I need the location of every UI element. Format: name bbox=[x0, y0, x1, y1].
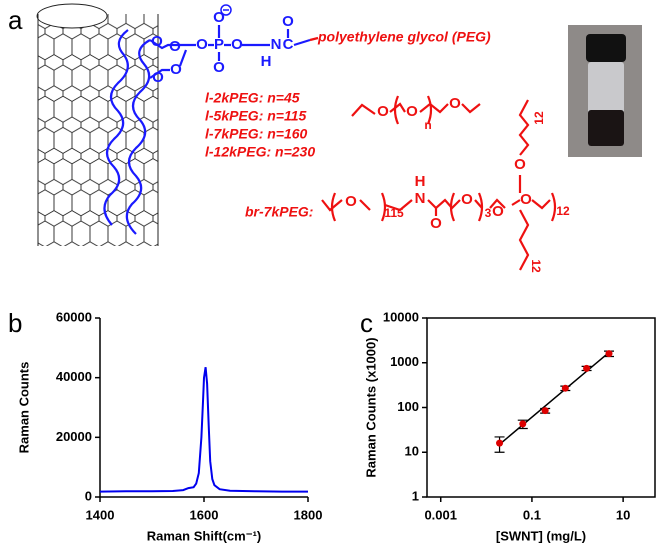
atom-label: O bbox=[514, 156, 526, 173]
vial-photo bbox=[568, 25, 642, 157]
atom-label: O bbox=[449, 95, 461, 112]
point bbox=[562, 385, 569, 392]
atom-label: O bbox=[213, 9, 225, 26]
atom-label: O bbox=[169, 38, 181, 55]
y-tick-label: 60000 bbox=[56, 309, 92, 324]
x-axis-label: [SWNT] (mg/L) bbox=[496, 528, 586, 543]
x-axis-label: Raman Shift(cm⁻¹) bbox=[147, 528, 261, 543]
axis-frame bbox=[427, 318, 655, 497]
atom-label: O bbox=[151, 33, 163, 50]
panel-label: a bbox=[8, 5, 23, 35]
x-tick-label: 10 bbox=[616, 507, 630, 522]
atom-label: P bbox=[214, 36, 224, 53]
x-tick-label: 1400 bbox=[86, 507, 115, 522]
atom-label: O bbox=[231, 36, 243, 53]
peg-bonds bbox=[322, 96, 555, 270]
fit-line bbox=[500, 352, 609, 444]
atom-label: O bbox=[152, 69, 164, 86]
atom-label: O bbox=[406, 103, 418, 120]
atom-label: O bbox=[345, 193, 357, 210]
atom-label: O bbox=[282, 13, 294, 30]
nanotube bbox=[37, 4, 158, 246]
point bbox=[496, 440, 503, 447]
variant-label: l-5kPEG: n=115 bbox=[205, 108, 307, 124]
atom-label: O bbox=[430, 215, 442, 232]
panel-label: c bbox=[360, 308, 373, 338]
x-tick-label: 0.1 bbox=[523, 507, 541, 522]
atom-label: n bbox=[424, 118, 431, 132]
y-tick-label: 10 bbox=[405, 444, 419, 459]
branched-label: br-7kPEG: bbox=[245, 204, 313, 220]
atom-label: C bbox=[283, 36, 294, 53]
x-tick-label: 0.001 bbox=[424, 507, 457, 522]
variant-label: l-2kPEG: n=45 bbox=[205, 90, 300, 106]
point bbox=[605, 350, 612, 357]
atom-label: O bbox=[213, 59, 225, 76]
y-tick-label: 10000 bbox=[383, 309, 419, 324]
atom-label: 12 bbox=[532, 111, 546, 125]
axis-frame bbox=[100, 318, 308, 497]
atom-label: 3 bbox=[485, 206, 492, 220]
y-tick-label: 100 bbox=[397, 399, 419, 414]
x-tick-label: 1800 bbox=[294, 507, 323, 522]
atom-label: 12 bbox=[529, 259, 543, 273]
point bbox=[583, 365, 590, 372]
atom-label: N bbox=[415, 190, 426, 207]
y-tick-label: 1000 bbox=[390, 354, 419, 369]
panel-label: b bbox=[8, 308, 22, 338]
y-axis-label: Raman Counts bbox=[16, 362, 31, 454]
y-axis-label: Raman Counts (x1000) bbox=[363, 337, 378, 477]
atom-label: O bbox=[520, 191, 532, 208]
atom-label: 12 bbox=[556, 204, 570, 218]
atom-label: O bbox=[170, 61, 182, 78]
atom-label: O bbox=[461, 191, 473, 208]
atom-label: H bbox=[415, 173, 426, 190]
peg-label: polyethylene glycol (PEG) bbox=[317, 29, 491, 45]
atom-label: 115 bbox=[384, 206, 404, 220]
y-tick-label: 1 bbox=[412, 488, 419, 503]
variant-label: l-7kPEG: n=160 bbox=[205, 126, 308, 142]
y-tick-label: 40000 bbox=[56, 369, 92, 384]
y-tick-label: 20000 bbox=[56, 429, 92, 444]
data-line bbox=[100, 367, 308, 491]
x-tick-label: 1600 bbox=[190, 507, 219, 522]
atom-label: O bbox=[196, 36, 208, 53]
atom-label: O bbox=[492, 203, 504, 220]
atom-label: O bbox=[377, 103, 389, 120]
atom-label: H bbox=[261, 53, 272, 70]
variant-label: l-12kPEG: n=230 bbox=[205, 144, 315, 160]
point bbox=[519, 420, 526, 427]
y-tick-label: 0 bbox=[85, 488, 92, 503]
atom-label: N bbox=[271, 36, 282, 53]
point bbox=[542, 407, 549, 414]
figure: a polyethylene glycol (PEG) l-2kPEG: n=4… bbox=[0, 0, 662, 559]
